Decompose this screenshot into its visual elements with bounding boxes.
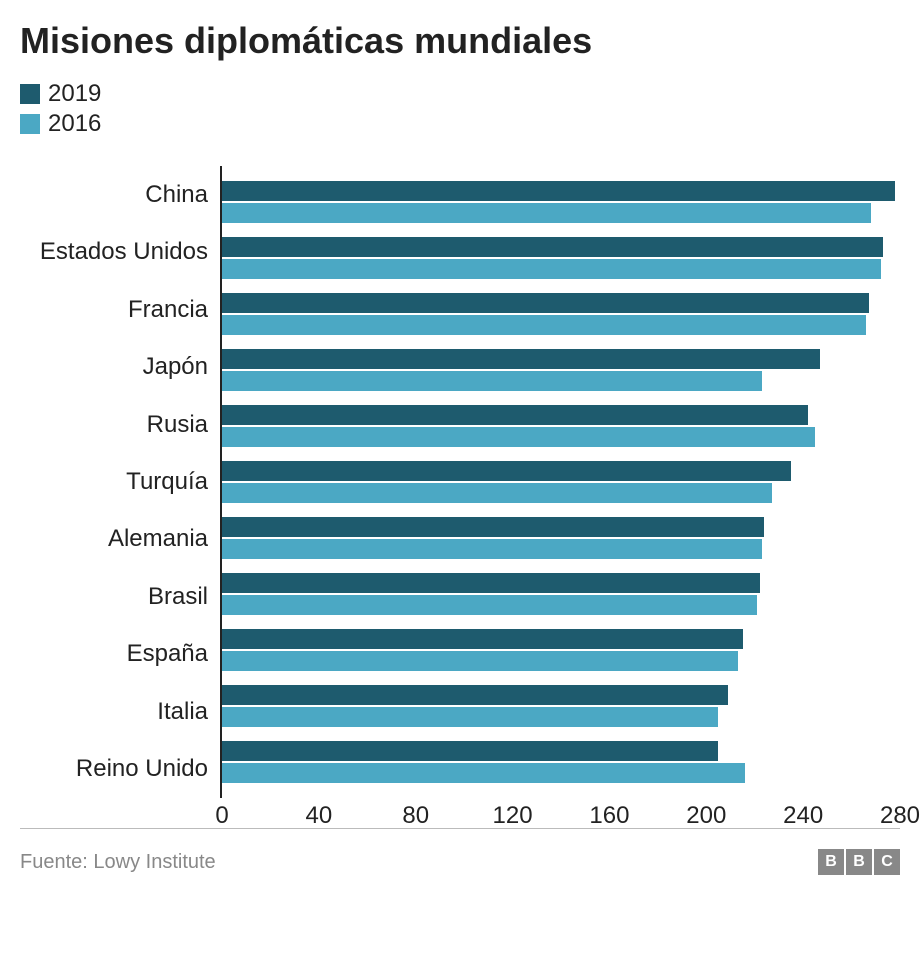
bar-group <box>222 342 900 398</box>
source-name: Lowy Institute <box>93 851 215 873</box>
x-tick: 200 <box>686 802 726 830</box>
bar-v2016 <box>222 707 718 727</box>
bar-group <box>222 286 900 342</box>
x-axis: 04080120160200240280 <box>222 802 900 832</box>
bbc-logo: BBC <box>818 849 900 875</box>
legend-label: 2019 <box>48 80 101 108</box>
bar-v2016 <box>222 203 871 223</box>
category-label: Rusia <box>20 397 208 453</box>
bar-v2019 <box>222 293 869 313</box>
logo-letter: C <box>874 849 900 875</box>
bar-v2016 <box>222 259 881 279</box>
source-prefix: Fuente: <box>20 851 93 873</box>
bars-wrapper: 04080120160200240280 <box>220 166 900 798</box>
bar-group <box>222 398 900 454</box>
bars-inner <box>222 166 900 798</box>
logo-letter: B <box>846 849 872 875</box>
legend-label: 2016 <box>48 110 101 138</box>
bar-v2019 <box>222 517 764 537</box>
bar-group <box>222 566 900 622</box>
bar-group <box>222 510 900 566</box>
category-label: Japón <box>20 339 208 395</box>
bar-group <box>222 454 900 510</box>
category-label: Alemania <box>20 511 208 567</box>
bar-v2016 <box>222 315 866 335</box>
plot-area: ChinaEstados UnidosFranciaJapónRusiaTurq… <box>20 166 900 829</box>
bar-v2016 <box>222 427 815 447</box>
x-tick: 240 <box>783 802 823 830</box>
category-label: España <box>20 626 208 682</box>
bar-v2019 <box>222 405 808 425</box>
bar-v2019 <box>222 349 820 369</box>
bar-v2019 <box>222 181 895 201</box>
bar-v2016 <box>222 763 745 783</box>
bar-group <box>222 174 900 230</box>
chart-container: Misiones diplomáticas mundiales 20192016… <box>20 20 900 875</box>
x-tick: 0 <box>215 802 228 830</box>
x-tick: 80 <box>402 802 429 830</box>
bar-group <box>222 230 900 286</box>
legend-item: 2016 <box>20 110 900 138</box>
category-label: Estados Unidos <box>20 224 208 280</box>
x-tick: 160 <box>589 802 629 830</box>
category-label: China <box>20 167 208 223</box>
source-attribution: Fuente: Lowy Institute <box>20 851 216 874</box>
x-tick: 120 <box>493 802 533 830</box>
bar-v2016 <box>222 595 757 615</box>
legend: 20192016 <box>20 80 900 138</box>
bar-group <box>222 734 900 790</box>
category-label: Turquía <box>20 454 208 510</box>
bar-group <box>222 622 900 678</box>
bar-group <box>222 678 900 734</box>
bar-v2016 <box>222 371 762 391</box>
x-tick: 280 <box>880 802 920 830</box>
legend-swatch <box>20 114 40 134</box>
bar-v2016 <box>222 483 772 503</box>
bar-v2019 <box>222 573 760 593</box>
bar-v2016 <box>222 651 738 671</box>
category-label: Italia <box>20 684 208 740</box>
bar-v2019 <box>222 237 883 257</box>
logo-letter: B <box>818 849 844 875</box>
category-label: Francia <box>20 282 208 338</box>
category-label: Reino Unido <box>20 741 208 797</box>
bar-v2019 <box>222 741 718 761</box>
legend-swatch <box>20 84 40 104</box>
bar-v2019 <box>222 685 728 705</box>
chart-title: Misiones diplomáticas mundiales <box>20 20 900 62</box>
bar-v2019 <box>222 461 791 481</box>
bar-v2019 <box>222 629 743 649</box>
chart-footer: Fuente: Lowy Institute BBC <box>20 841 900 875</box>
legend-item: 2019 <box>20 80 900 108</box>
category-label: Brasil <box>20 569 208 625</box>
x-tick: 40 <box>305 802 332 830</box>
bar-v2016 <box>222 539 762 559</box>
y-axis-labels: ChinaEstados UnidosFranciaJapónRusiaTurq… <box>20 166 220 798</box>
